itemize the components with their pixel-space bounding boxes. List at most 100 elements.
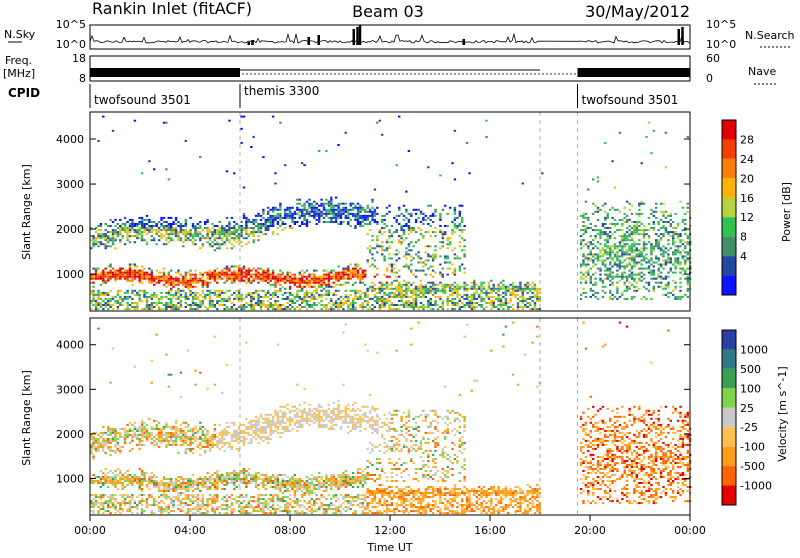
range-cell <box>427 268 429 270</box>
range-cell <box>383 306 385 308</box>
range-cell <box>209 231 211 233</box>
range-cell <box>320 296 322 298</box>
range-cell <box>168 274 170 276</box>
range-cell <box>192 280 194 282</box>
range-cell <box>451 308 453 310</box>
range-cell <box>119 472 121 474</box>
range-cell <box>364 274 366 276</box>
range-cell <box>214 274 216 276</box>
range-cell <box>391 288 393 290</box>
range-cell <box>165 278 167 280</box>
range-cell <box>648 259 650 261</box>
range-cell <box>97 140 99 142</box>
range-cell <box>189 480 191 482</box>
range-cell <box>185 482 187 484</box>
range-cell <box>609 251 611 253</box>
range-cell <box>260 225 262 227</box>
range-cell <box>177 494 179 496</box>
range-cell <box>291 221 293 223</box>
range-cell <box>650 270 652 272</box>
range-cell <box>136 292 138 294</box>
range-cell <box>590 253 592 255</box>
colorbar-swatch <box>722 217 736 236</box>
range-cell <box>316 304 318 306</box>
range-cell <box>282 223 284 225</box>
range-cell <box>180 227 182 229</box>
range-cell <box>228 235 230 237</box>
range-cell <box>413 306 415 308</box>
range-cell <box>468 302 470 304</box>
range-cell <box>245 229 247 231</box>
range-cell <box>265 292 267 294</box>
range-cell <box>206 235 208 237</box>
range-cell <box>677 262 679 264</box>
range-cell <box>670 215 672 217</box>
range-cell <box>146 472 148 474</box>
range-cell <box>679 286 681 288</box>
range-cell <box>139 448 141 450</box>
range-cell <box>624 235 626 237</box>
range-cell <box>347 223 349 225</box>
range-cell <box>124 278 126 280</box>
range-cell <box>233 276 235 278</box>
range-cell <box>197 482 199 484</box>
range-cell <box>371 308 373 310</box>
range-cell <box>500 288 502 290</box>
range-cell <box>609 270 611 272</box>
range-cell <box>454 178 456 180</box>
range-cell <box>95 308 97 310</box>
range-cell <box>347 211 349 213</box>
range-cell <box>146 276 148 278</box>
range-cell <box>143 231 145 233</box>
range-cell <box>687 296 689 298</box>
range-cell <box>590 288 592 290</box>
range-cell <box>381 296 383 298</box>
range-cell <box>187 494 189 496</box>
range-cell <box>102 282 104 284</box>
range-cell <box>519 284 521 286</box>
range-cell <box>582 215 584 217</box>
range-cell <box>131 290 133 292</box>
range-cell <box>240 298 242 300</box>
range-cell <box>609 296 611 298</box>
range-cell <box>442 245 444 247</box>
range-cell <box>146 424 148 426</box>
range-cell <box>158 428 160 430</box>
range-cell <box>182 241 184 243</box>
range-cell <box>126 239 128 241</box>
range-cell <box>607 276 609 278</box>
range-cell <box>126 229 128 231</box>
range-cell <box>141 478 143 480</box>
range-cell <box>672 231 674 233</box>
range-cell <box>240 225 242 227</box>
range-cell <box>337 207 339 209</box>
range-cell <box>221 231 223 233</box>
range-cell <box>129 474 131 476</box>
range-cell <box>609 255 611 257</box>
range-cell <box>206 472 208 474</box>
range-cell <box>619 276 621 278</box>
range-cell <box>156 420 158 422</box>
range-cell <box>398 207 400 209</box>
range-cell <box>187 304 189 306</box>
range-cell <box>621 219 623 221</box>
range-cell <box>296 290 298 292</box>
range-cell <box>216 302 218 304</box>
range-cell <box>602 255 604 257</box>
range-cell <box>587 217 589 219</box>
range-cell <box>122 446 124 448</box>
range-cell <box>381 284 383 286</box>
range-cell <box>136 304 138 306</box>
range-cell <box>156 225 158 227</box>
range-cell <box>611 207 613 209</box>
range-cell <box>194 488 196 490</box>
range-cell <box>185 448 187 450</box>
range-cell <box>148 268 150 270</box>
range-cell <box>180 444 182 446</box>
range-cell <box>609 253 611 255</box>
range-cell <box>168 512 170 514</box>
range-cell <box>148 229 150 231</box>
range-cell <box>163 122 165 124</box>
range-cell <box>163 272 165 274</box>
range-cell <box>139 488 141 490</box>
